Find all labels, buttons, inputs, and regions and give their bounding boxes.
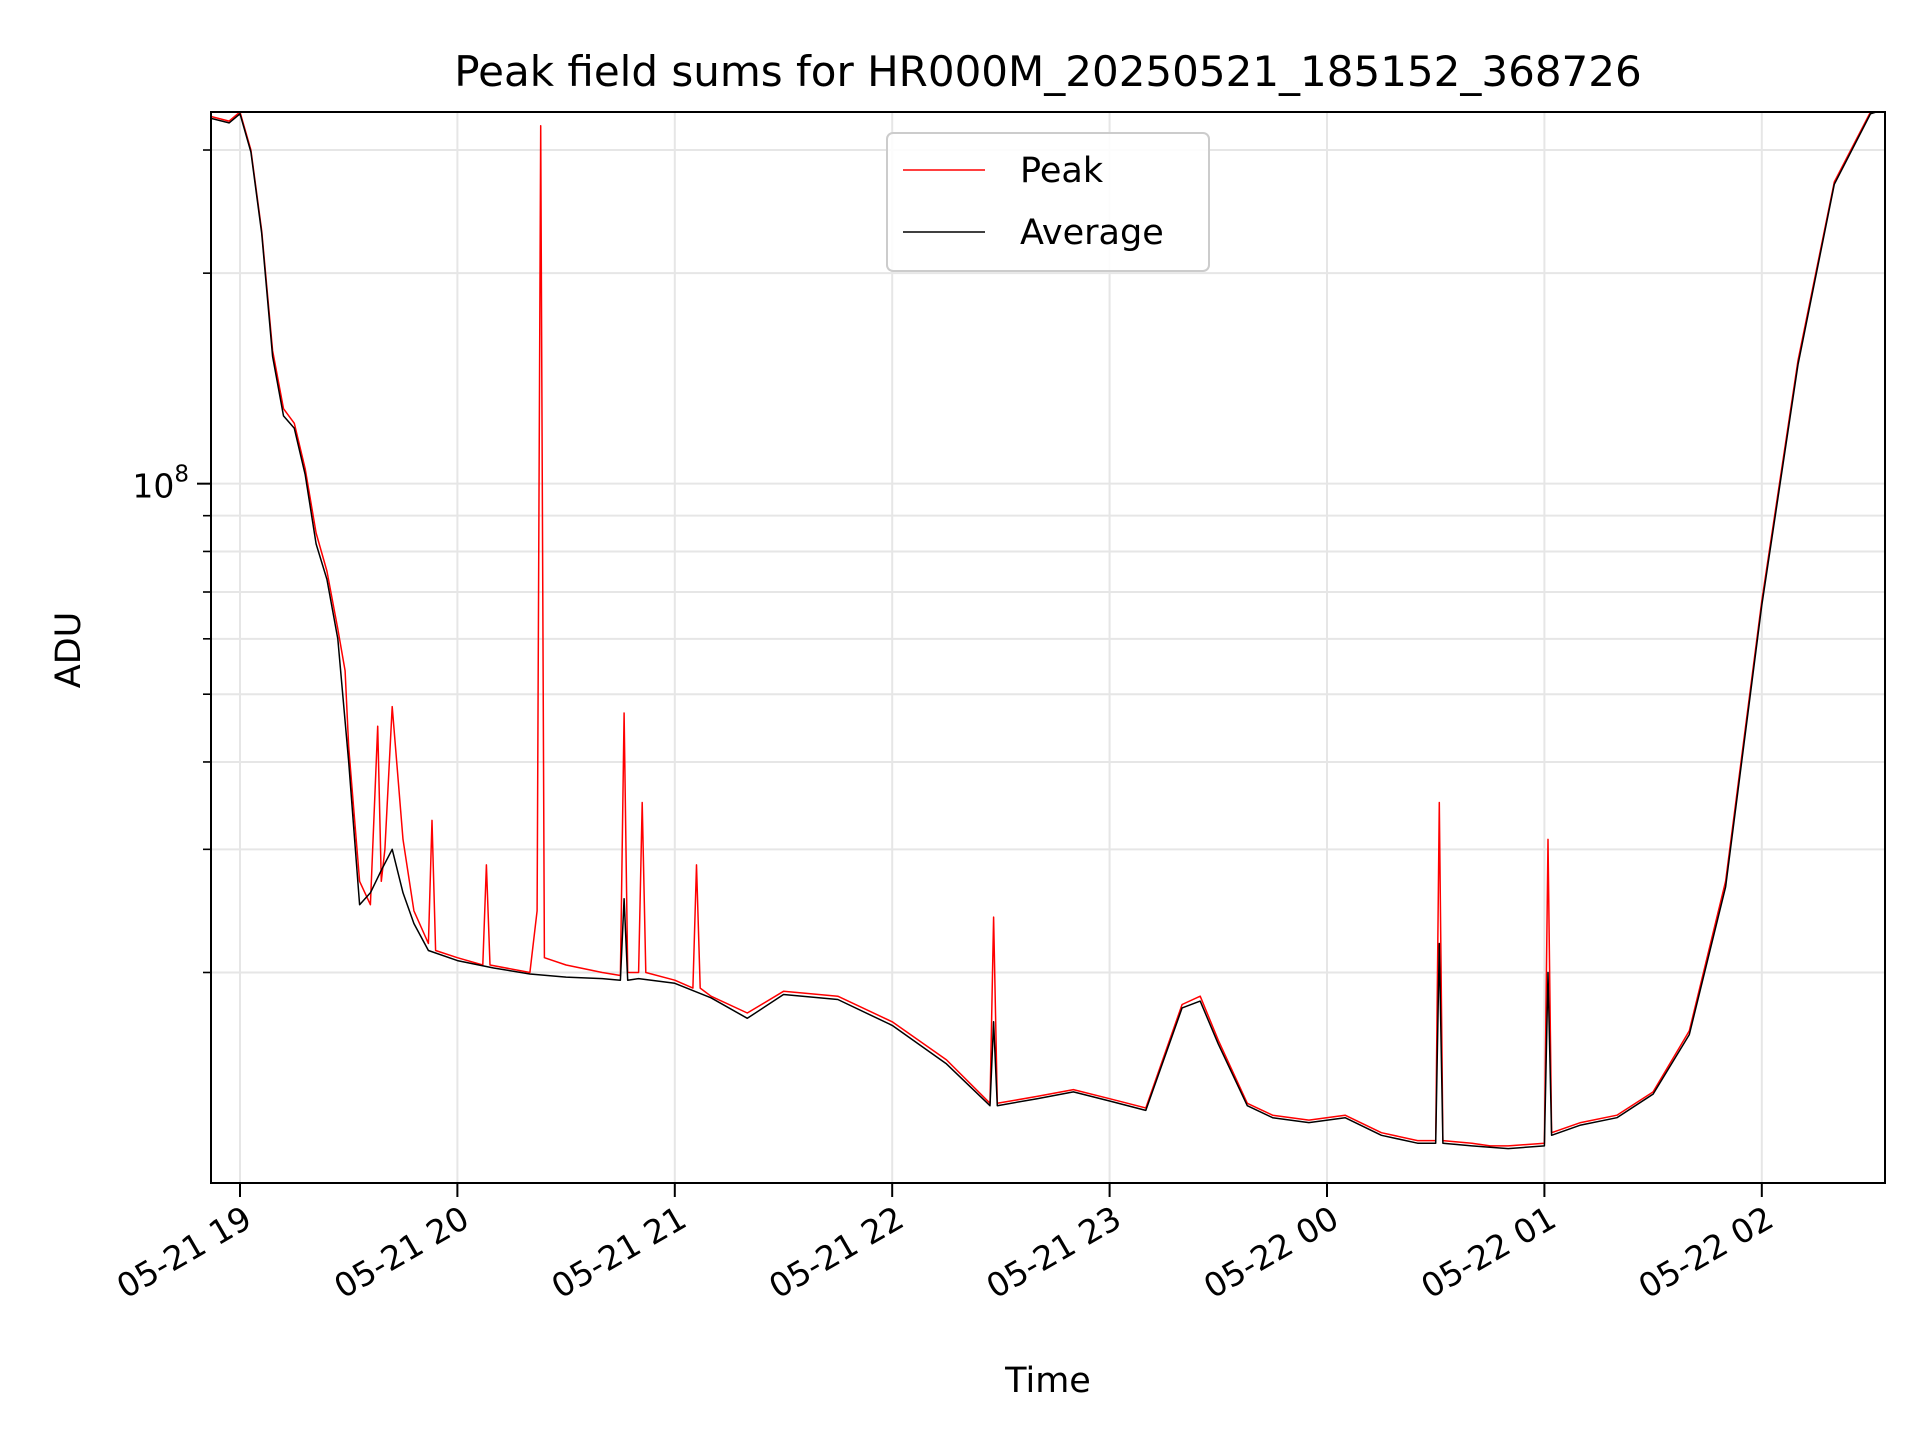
grid: [211, 112, 1885, 1183]
y-tick-base: 10: [132, 467, 174, 506]
legend-box: [886, 132, 1210, 272]
y-tick-label: 108: [132, 462, 189, 506]
y-tick-exponent: 8: [174, 462, 189, 488]
legend: Peak Average: [886, 132, 1210, 272]
plot-frame: [210, 111, 1886, 1184]
series-line-average: [211, 112, 1879, 1150]
chart-title: Peak field sums for HR000M_20250521_1851…: [454, 47, 1641, 96]
legend-label-peak: Peak: [1020, 151, 1104, 191]
series-layer: [211, 112, 1879, 1150]
x-axis-label: Time: [1004, 1361, 1091, 1401]
series-line-peak: [211, 112, 1874, 1147]
legend-label-average: Average: [1020, 213, 1164, 253]
y-axis-label: ADU: [49, 612, 89, 689]
